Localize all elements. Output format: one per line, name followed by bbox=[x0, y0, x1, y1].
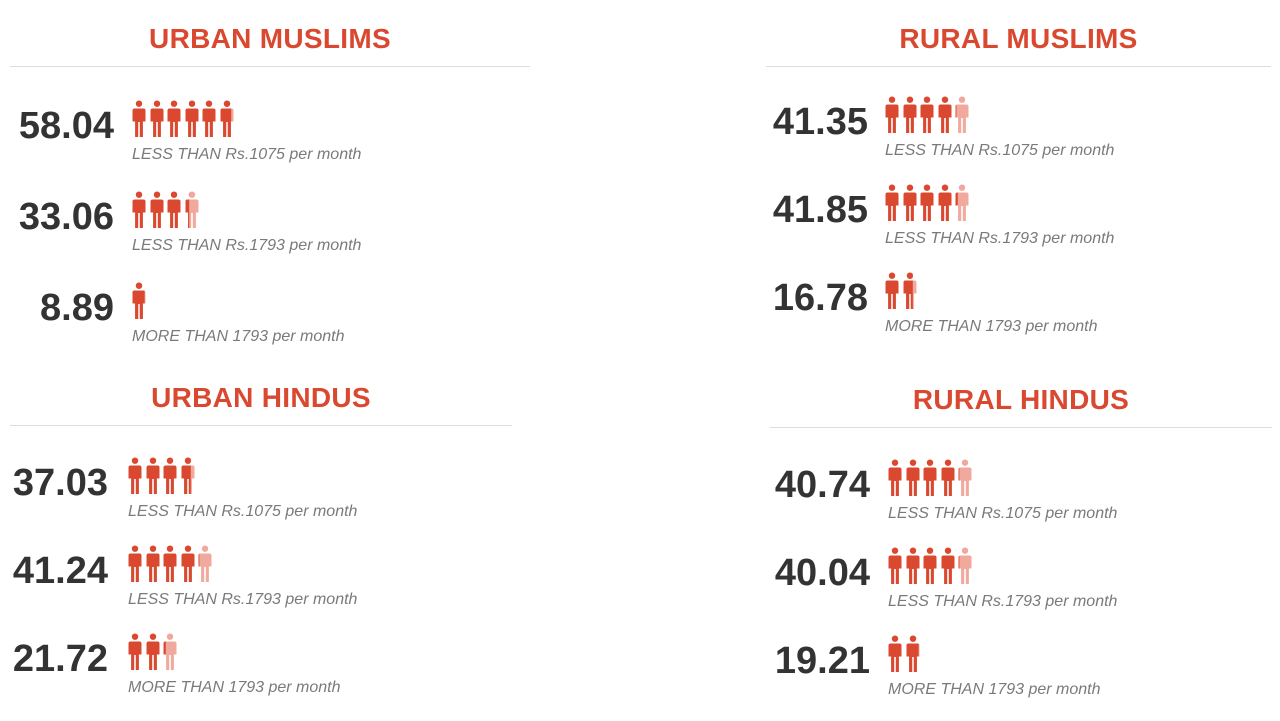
stat-value: 16.78 bbox=[772, 277, 868, 319]
section-rural-muslims: RURAL MUSLIMS 41.35 LESS THAN Rs.1075 pe… bbox=[766, 22, 1271, 335]
stat-caption: LESS THAN Rs.1075 per month bbox=[885, 142, 1115, 159]
person-icon bbox=[128, 457, 142, 494]
stat-value: 58.04 bbox=[18, 105, 114, 147]
stat-caption: LESS THAN Rs.1793 per month bbox=[128, 591, 358, 608]
person-icon bbox=[220, 100, 234, 137]
person-icon bbox=[888, 547, 902, 584]
person-icon bbox=[958, 459, 972, 496]
person-icon bbox=[906, 547, 920, 584]
section-rural-hindus: RURAL HINDUS 40.74 LESS THAN Rs.1075 per… bbox=[770, 383, 1272, 698]
person-icon bbox=[906, 635, 920, 672]
section-urban-hindus: URBAN HINDUS 37.03 LESS THAN Rs.1075 per… bbox=[10, 381, 512, 696]
person-icon bbox=[167, 100, 181, 137]
person-icon bbox=[920, 184, 934, 221]
person-icon bbox=[163, 457, 177, 494]
divider bbox=[770, 427, 1272, 428]
person-icon bbox=[938, 96, 952, 133]
stat-value: 40.74 bbox=[774, 464, 870, 506]
stat-caption: LESS THAN Rs.1075 per month bbox=[132, 146, 362, 163]
person-icon bbox=[167, 191, 181, 228]
person-icon bbox=[128, 545, 142, 582]
stat-caption: LESS THAN Rs.1793 per month bbox=[132, 237, 362, 254]
stat-value: 40.04 bbox=[774, 552, 870, 594]
person-icon bbox=[163, 545, 177, 582]
person-icon bbox=[941, 547, 955, 584]
section-title: RURAL HINDUS bbox=[912, 384, 1130, 415]
stat-value: 37.03 bbox=[12, 462, 108, 504]
person-icon bbox=[941, 459, 955, 496]
person-icon bbox=[920, 96, 934, 133]
person-icon bbox=[181, 457, 195, 494]
stat-value: 41.35 bbox=[772, 101, 868, 143]
section-urban-muslims: URBAN MUSLIMS 58.04 LESS THAN Rs.1075 pe… bbox=[10, 22, 530, 345]
person-icon bbox=[958, 547, 972, 584]
person-icon bbox=[888, 459, 902, 496]
person-icon bbox=[185, 191, 199, 228]
person-icon bbox=[163, 633, 177, 670]
stat-caption: LESS THAN Rs.1793 per month bbox=[885, 230, 1115, 247]
person-icon bbox=[923, 547, 937, 584]
stat-caption: LESS THAN Rs.1075 per month bbox=[128, 503, 358, 520]
person-icon bbox=[146, 457, 160, 494]
person-icon bbox=[906, 459, 920, 496]
stat-value: 41.24 bbox=[12, 550, 108, 592]
person-icon bbox=[903, 184, 917, 221]
stat-caption: MORE THAN 1793 per month bbox=[128, 679, 341, 696]
person-icon bbox=[150, 100, 164, 137]
divider bbox=[10, 66, 530, 67]
person-icon bbox=[885, 184, 899, 221]
person-icon bbox=[903, 272, 917, 309]
person-icon bbox=[150, 191, 164, 228]
section-title: URBAN MUSLIMS bbox=[149, 23, 391, 54]
person-icon bbox=[888, 635, 902, 672]
person-icon bbox=[938, 184, 952, 221]
section-title: URBAN HINDUS bbox=[151, 382, 371, 413]
person-icon bbox=[955, 96, 969, 133]
person-icon bbox=[181, 545, 195, 582]
stat-caption: LESS THAN Rs.1075 per month bbox=[888, 505, 1118, 522]
section-title: RURAL MUSLIMS bbox=[899, 23, 1138, 54]
stat-value: 19.21 bbox=[774, 640, 870, 682]
person-icon bbox=[146, 545, 160, 582]
person-icon bbox=[185, 100, 199, 137]
person-icon bbox=[128, 633, 142, 670]
stat-caption: MORE THAN 1793 per month bbox=[132, 328, 345, 345]
person-icon bbox=[132, 282, 146, 319]
person-icon bbox=[885, 96, 899, 133]
stat-caption: MORE THAN 1793 per month bbox=[885, 318, 1098, 335]
stat-caption: MORE THAN 1793 per month bbox=[888, 681, 1101, 698]
person-icon bbox=[132, 100, 146, 137]
person-icon bbox=[146, 633, 160, 670]
stat-value: 41.85 bbox=[772, 189, 868, 231]
divider bbox=[10, 425, 512, 426]
divider bbox=[766, 66, 1271, 67]
person-icon bbox=[903, 96, 917, 133]
person-icon bbox=[202, 100, 216, 137]
person-icon bbox=[198, 545, 212, 582]
stat-value: 21.72 bbox=[12, 638, 108, 680]
stat-value: 8.89 bbox=[40, 287, 114, 329]
person-icon bbox=[885, 272, 899, 309]
stat-caption: LESS THAN Rs.1793 per month bbox=[888, 593, 1118, 610]
stat-value: 33.06 bbox=[18, 196, 114, 238]
person-icon bbox=[132, 191, 146, 228]
person-icon bbox=[955, 184, 969, 221]
person-icon bbox=[923, 459, 937, 496]
